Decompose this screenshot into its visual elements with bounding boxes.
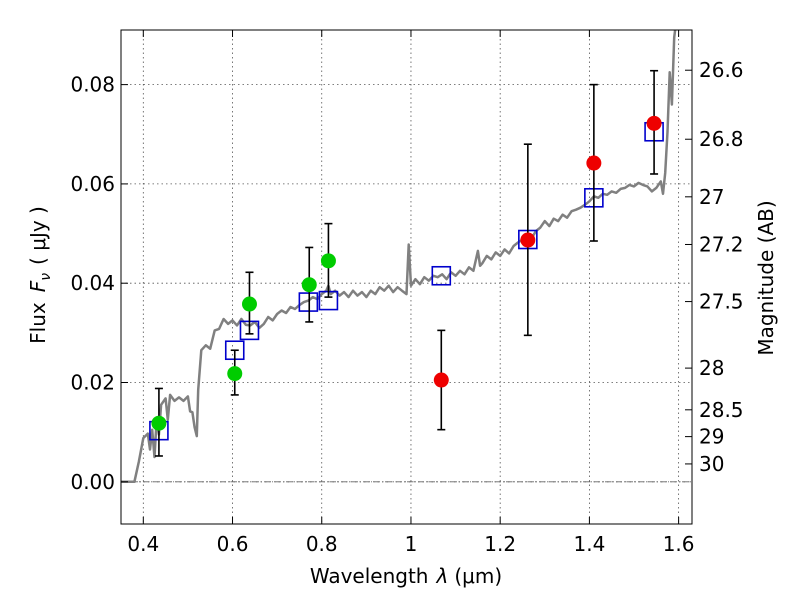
y-tick-label: 0.00 [70, 470, 115, 494]
x-axis-label-symbol: λ [436, 564, 449, 588]
y-tick-label: 0.08 [70, 73, 115, 97]
x-tick-label: 1.2 [484, 532, 516, 556]
y-tick-label: 0.02 [70, 371, 115, 395]
axis-ticks: 0.4 0.6 0.8 1 1.2 1.4 1.6 0.00 0.02 0.04 0.06 0.08 2… [70, 30, 744, 556]
right-tick-label: 26.8 [699, 127, 744, 151]
model-flux-square [298, 292, 319, 312]
right-tick-label: 27 [699, 185, 724, 209]
right-tick-label: 29 [699, 425, 724, 449]
right-tick-label: 26.6 [699, 58, 744, 82]
right-tick-label: 27.5 [699, 290, 744, 314]
observed-flux-point [433, 372, 449, 388]
right-tick-label: 28 [699, 356, 724, 380]
y-axis-label: Flux Fν ( μJy ) [26, 206, 54, 344]
x-tick-label: 1 [405, 532, 418, 556]
x-tick-label: 0.4 [127, 532, 159, 556]
observed-flux-point [241, 296, 257, 312]
axes-frame [120, 29, 693, 525]
right-tick-label: 28.5 [699, 398, 744, 422]
x-axis-label-main: Wavelength [310, 564, 429, 588]
x-tick-label: 0.6 [217, 532, 249, 556]
x-tick-label: 1.4 [573, 532, 605, 556]
observed-flux-point [301, 277, 317, 293]
grid-lines [121, 30, 692, 524]
right-tick-label: 27.2 [699, 232, 744, 256]
x-axis-label-unit: (μm) [454, 564, 502, 588]
observed-flux-point [520, 232, 536, 248]
y-axis-label-unit: ( μJy ) [26, 206, 50, 265]
observed-flux-point [646, 115, 662, 131]
y-tick-label: 0.04 [70, 271, 115, 295]
right-tick-label: 30 [699, 452, 724, 476]
observed-flux-point [586, 155, 602, 171]
model-spectrum-line [121, 30, 677, 484]
x-tick-label: 0.8 [306, 532, 338, 556]
plot-area [121, 30, 677, 484]
y-tick-label: 0.06 [70, 172, 115, 196]
y-axis-label-symbol-sub: ν [38, 273, 54, 281]
right-axis-label: Magnitude (AB) [754, 200, 778, 355]
x-tick-label: 1.6 [663, 532, 695, 556]
model-flux-square [431, 265, 452, 286]
y-axis-label-symbol: F [26, 280, 50, 292]
x-axis-label: Wavelength λ (μm) [310, 564, 502, 588]
y-axis-label-main: Flux [26, 302, 50, 344]
observed-flux-point [227, 366, 243, 382]
observed-flux-point [320, 253, 336, 269]
observed-flux-point [151, 415, 167, 431]
